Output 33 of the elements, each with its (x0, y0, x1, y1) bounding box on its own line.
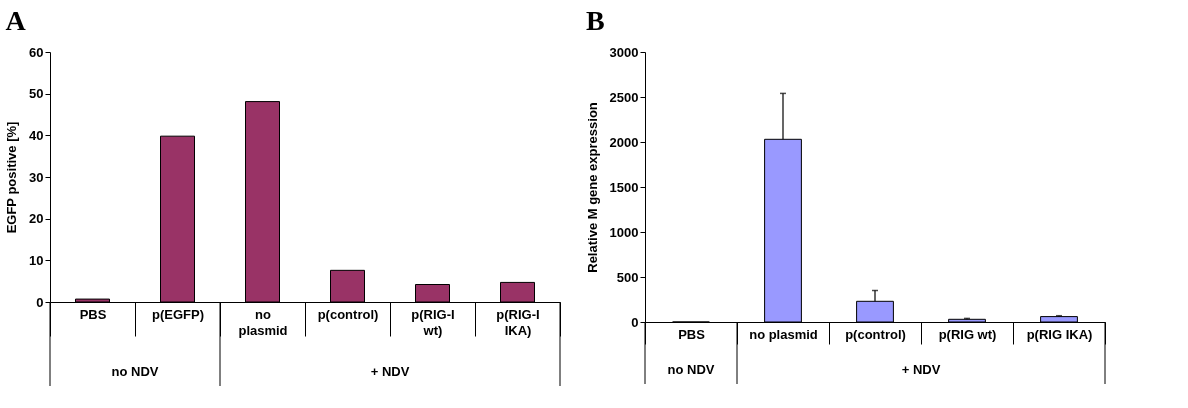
x-tick-label: p(control) (845, 326, 906, 342)
y-tick-label: 0 (631, 314, 639, 330)
y-tick-label: 60 (29, 44, 44, 60)
x-tick-label: p(EGFP) (152, 306, 204, 322)
x-tick-label: p(control) (317, 306, 379, 322)
y-tick-label: 0 (36, 294, 44, 310)
chart-title: B (586, 5, 605, 36)
y-tick-label: 40 (29, 127, 44, 143)
x-tick-label: p(RIG IKA) (1026, 326, 1093, 342)
y-tick-label: 500 (616, 269, 639, 285)
x-tick-label: PBS (678, 326, 706, 342)
x-tick-label: p(RIG wt) (938, 326, 997, 342)
y-axis-title: EGFP positive [%] (4, 121, 20, 234)
x-tick-label: p(RIG-I IKA) (496, 306, 540, 338)
y-axis-title: Relative M gene expression (584, 102, 600, 273)
text: no NDV (111, 364, 159, 379)
y-tick-label: 2500 (609, 89, 639, 105)
text: no NDV (667, 362, 715, 377)
y-tick-label: 10 (29, 252, 44, 268)
x-tick-label: no plasmid (238, 306, 288, 338)
x-tick-label: p(RIG-I wt) (411, 306, 455, 338)
y-tick-label: 1000 (609, 224, 639, 240)
y-tick-label: 20 (29, 211, 44, 227)
chart-title: A (5, 5, 27, 36)
y-tick-label: 1500 (609, 179, 639, 195)
y-tick-label: 3000 (609, 44, 639, 60)
y-tick-label: 2000 (609, 134, 639, 150)
y-tick-label: 30 (29, 169, 44, 185)
text: + NDV (370, 364, 410, 379)
x-tick-label: no plasmid (749, 326, 818, 342)
y-tick-label: 50 (29, 86, 44, 102)
text: + NDV (901, 362, 941, 377)
x-tick-label: PBS (79, 306, 107, 322)
